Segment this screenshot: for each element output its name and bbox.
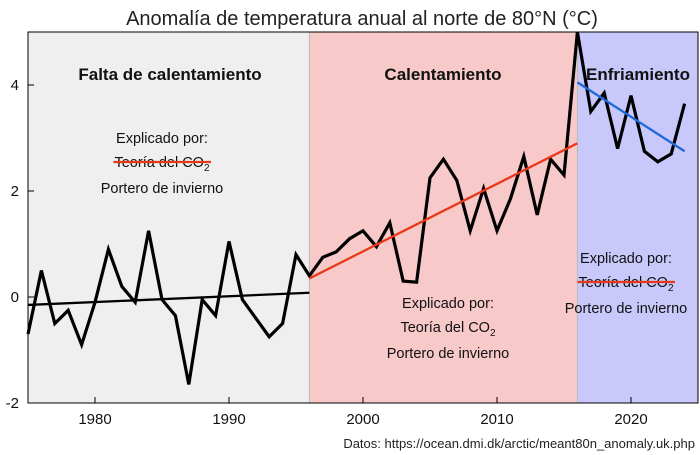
co2-subscript: 2 bbox=[204, 163, 210, 174]
trend-line-1 bbox=[308, 142, 578, 280]
annotation-winter: Portero de invierno bbox=[565, 301, 688, 317]
trend-line-2 bbox=[576, 81, 686, 153]
period-band-0 bbox=[28, 32, 310, 403]
annotation-header: Explicado por: bbox=[116, 131, 208, 147]
annotation-header: Explicado por: bbox=[580, 251, 672, 267]
y-tick-label: -2 bbox=[6, 395, 19, 412]
co2-subscript: 2 bbox=[668, 283, 674, 294]
annotation-winter: Portero de invierno bbox=[101, 181, 224, 197]
co2-text: Teoría del CO bbox=[400, 320, 489, 336]
x-tick-label: 2020 bbox=[614, 411, 647, 428]
annotation-header: Explicado por: bbox=[402, 296, 494, 312]
period-label-0: Falta de calentamiento bbox=[78, 65, 261, 84]
x-tick-label: 1990 bbox=[212, 411, 245, 428]
period-band-1 bbox=[309, 32, 578, 403]
trend-lines bbox=[27, 81, 686, 307]
period-band-2 bbox=[577, 32, 698, 403]
y-tick-label: 4 bbox=[11, 77, 19, 94]
annotation-1: Explicado por: Teoría del CO2 Portero de i… bbox=[387, 296, 510, 362]
annotation-winter: Portero de invierno bbox=[387, 346, 510, 362]
series-line bbox=[26, 31, 687, 385]
co2-subscript: 2 bbox=[490, 328, 496, 339]
data-source: Datos: https://ocean.dmi.dk/arctic/meant… bbox=[343, 436, 695, 451]
annotation-co2: Teoría del CO2 bbox=[400, 320, 495, 339]
period-bands bbox=[28, 32, 698, 403]
axes: 1980 1990 2000 2010 2020 -2 0 2 4 bbox=[6, 77, 648, 428]
period-label-1: Calentamiento bbox=[384, 65, 501, 84]
chart-title: Anomalía de temperatura anual al norte d… bbox=[126, 8, 598, 30]
x-tick-label: 2000 bbox=[346, 411, 379, 428]
period-labels: Falta de calentamiento Calentamiento Enfri… bbox=[78, 65, 690, 84]
x-tick-label: 1980 bbox=[78, 411, 111, 428]
y-tick-label: 0 bbox=[11, 289, 19, 306]
y-tick-label: 2 bbox=[11, 183, 19, 200]
x-tick-label: 2010 bbox=[480, 411, 513, 428]
period-label-2: Enfriamiento bbox=[586, 65, 690, 84]
trend-line-0 bbox=[27, 291, 310, 307]
